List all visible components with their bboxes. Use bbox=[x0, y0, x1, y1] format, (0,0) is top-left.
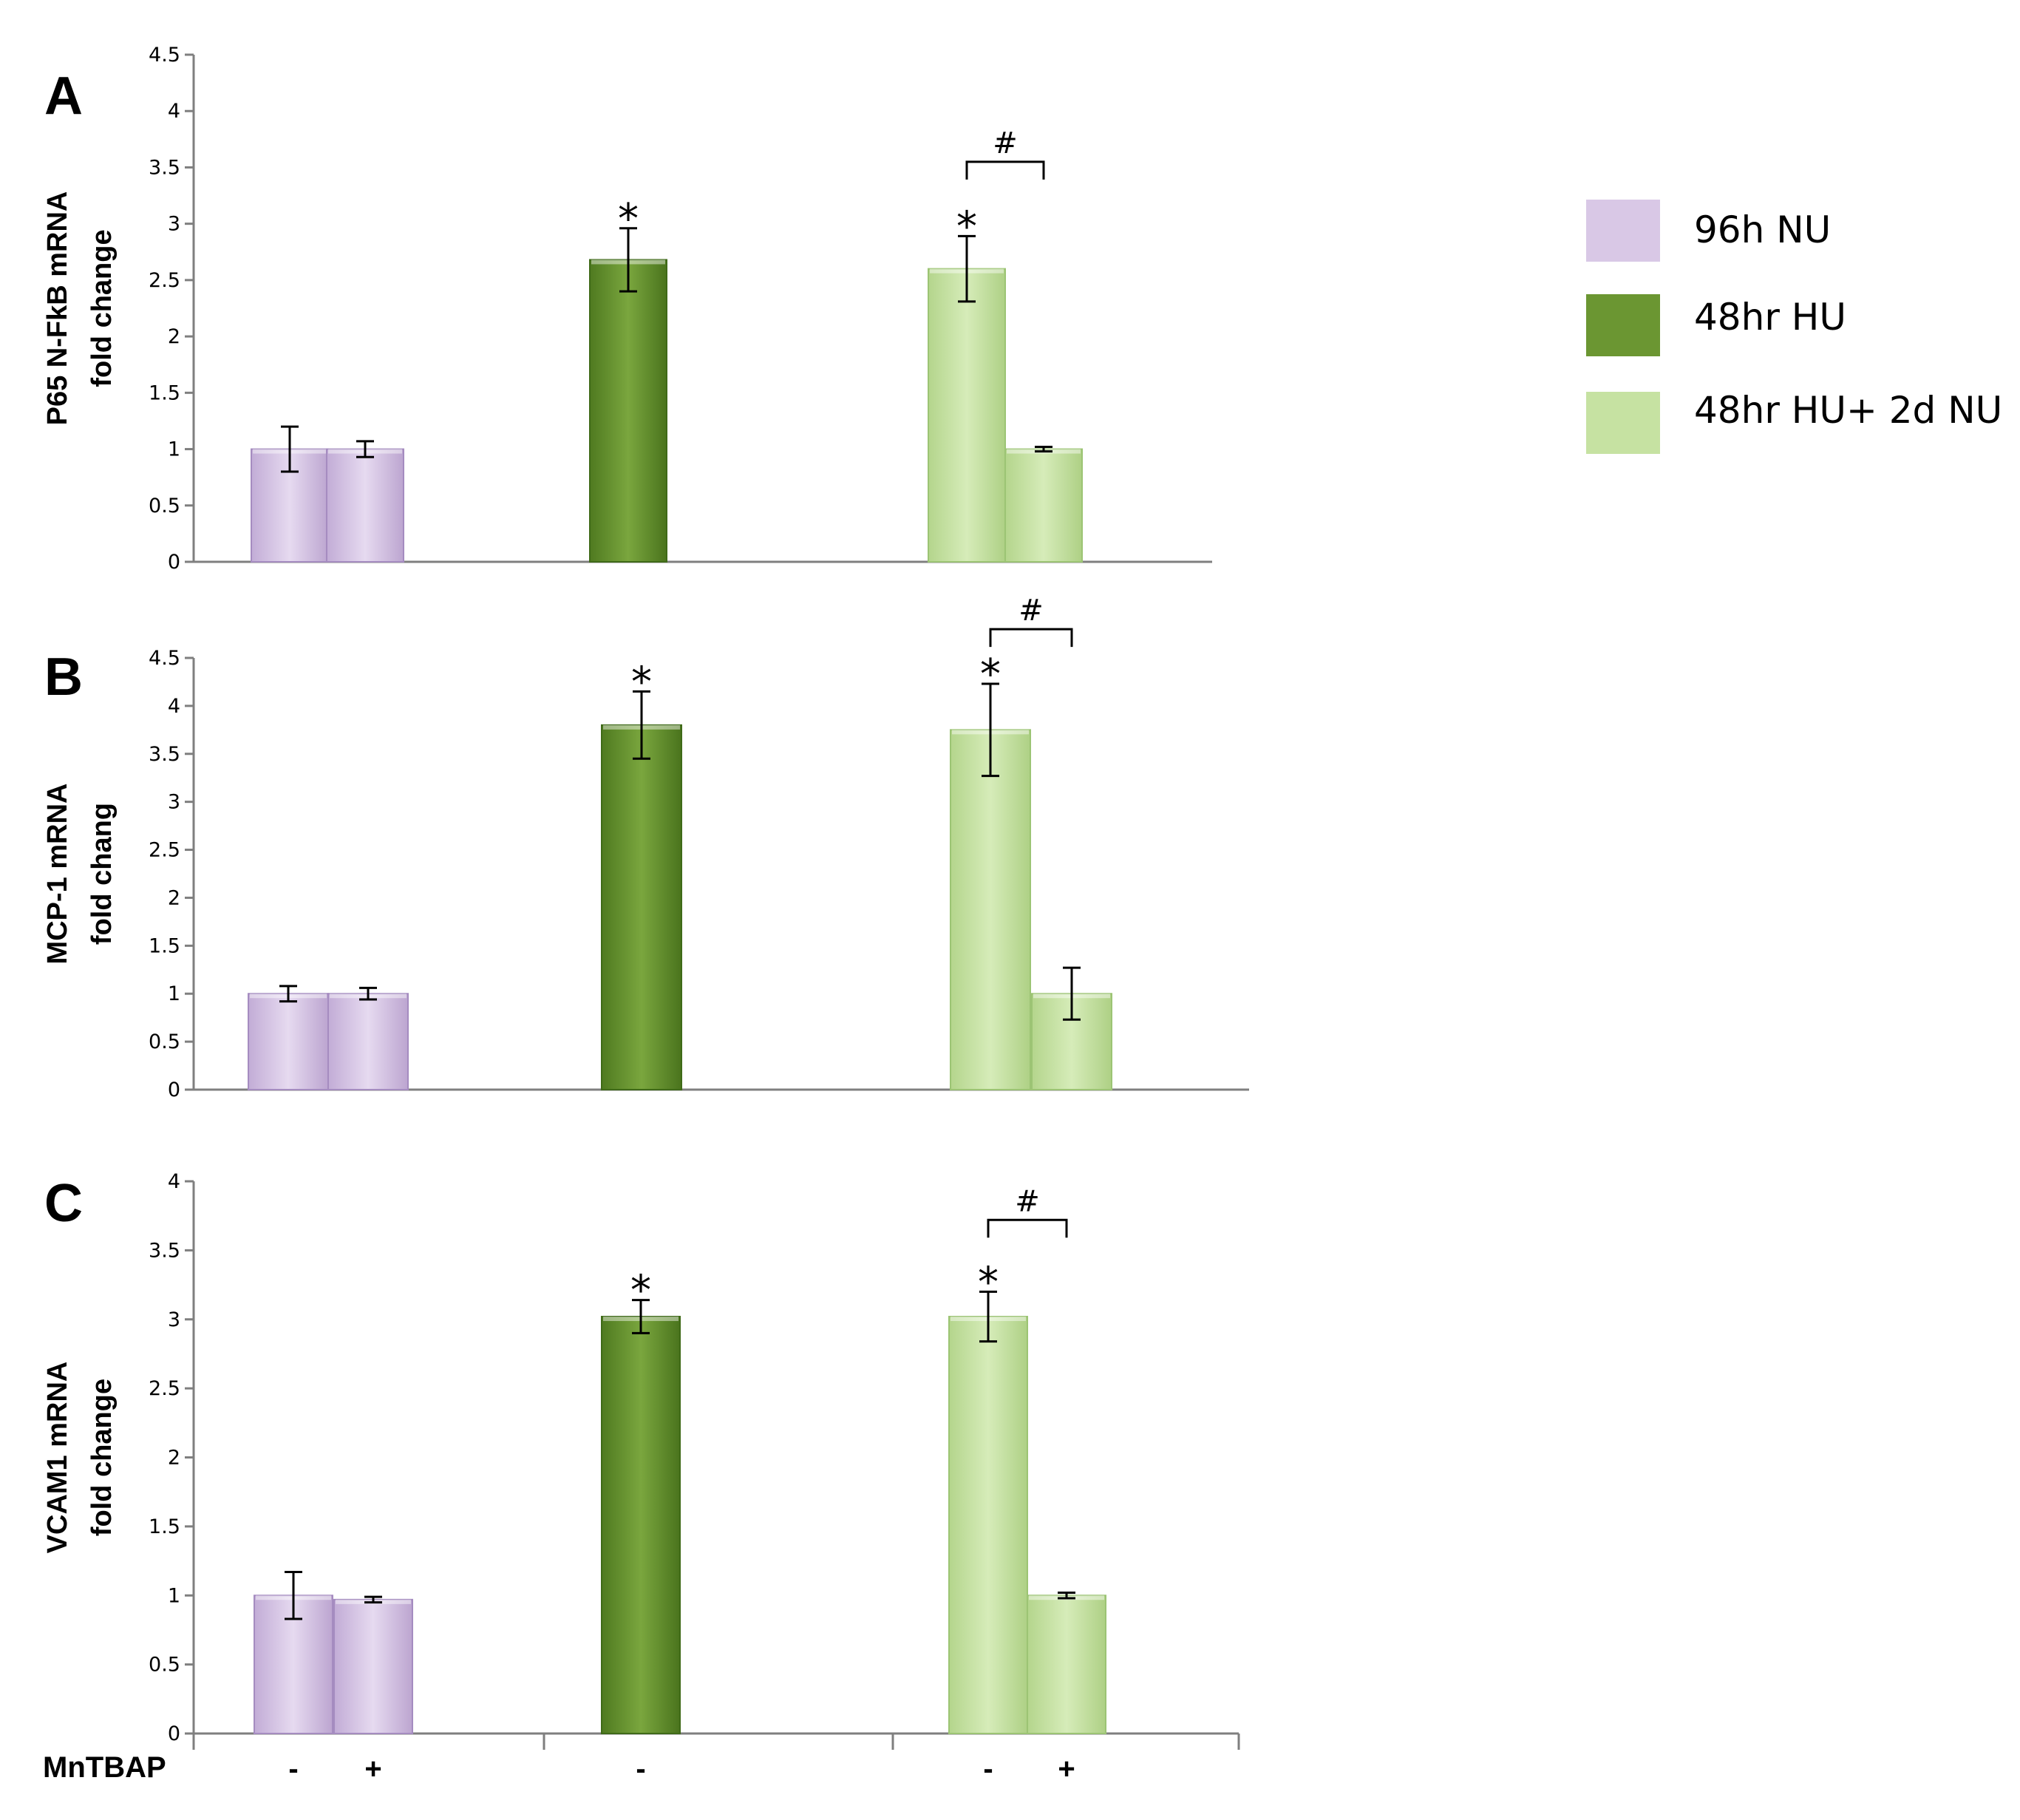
mntbap-tick-label: + bbox=[1058, 1753, 1075, 1785]
significance-hash: # bbox=[1018, 594, 1044, 628]
y-tick-label: 3.5 bbox=[149, 743, 180, 766]
y-tick-label: 1.5 bbox=[149, 1515, 180, 1538]
y-tick-label: 1 bbox=[168, 982, 180, 1005]
y-tick-label: 1.5 bbox=[149, 934, 180, 957]
bar bbox=[948, 1316, 1028, 1734]
y-tick-label: 3.5 bbox=[149, 156, 180, 179]
y-tick-label: 3 bbox=[168, 1308, 180, 1331]
significance-asterisk: * bbox=[631, 658, 652, 706]
bar bbox=[601, 724, 682, 1090]
panel-a: A P65 N-FkB mRNA fold change 0 0.5 1 1.5 2 2.5 3 3… bbox=[42, 44, 1212, 574]
y-tick-label: 0.5 bbox=[149, 1654, 180, 1677]
significance-asterisk: * bbox=[956, 203, 977, 251]
bar bbox=[601, 1316, 681, 1734]
y-tick-label: 4.5 bbox=[149, 44, 180, 67]
mntbap-tick-label: + bbox=[364, 1753, 381, 1785]
panel-c: C VCAM1 mRNA fold change 0 0.5 1 1.5 2 2.5 3 3.5 4 *… bbox=[42, 1170, 1240, 1750]
y-tick-label: 4.5 bbox=[149, 647, 180, 670]
y-tick-label: 0 bbox=[168, 551, 180, 574]
y-axis-title-line1: VCAM1 mRNA bbox=[42, 1362, 73, 1554]
y-tick-label: 4 bbox=[168, 100, 180, 123]
mntbap-row-label: MnTBAP bbox=[43, 1751, 166, 1784]
y-tick-label: 2.5 bbox=[149, 839, 180, 862]
legend-label-48hr-hu-2d-nu: 48hr HU+ 2d NU bbox=[1694, 389, 2002, 432]
y-tick-label: 3.5 bbox=[149, 1239, 180, 1262]
mntbap-x-axis-row: MnTBAP - + - - + bbox=[43, 1751, 1075, 1785]
mntbap-tick-label: - bbox=[288, 1753, 298, 1785]
significance-asterisk: * bbox=[630, 1267, 651, 1315]
bar bbox=[1004, 448, 1083, 563]
panel-label: B bbox=[44, 648, 83, 707]
legend-label-96h-nu: 96h NU bbox=[1694, 208, 1831, 251]
y-axis-title-line1: P65 N-FkB mRNA bbox=[42, 191, 73, 426]
y-tick-label: 0.5 bbox=[149, 1030, 180, 1053]
bar bbox=[248, 993, 329, 1090]
panel-label: C bbox=[44, 1174, 83, 1233]
comparison-bracket bbox=[989, 628, 1073, 648]
y-tick-label: 2 bbox=[168, 1447, 180, 1470]
y-tick-label: 1.5 bbox=[149, 381, 180, 404]
significance-hash: # bbox=[1015, 1184, 1040, 1218]
legend-swatch-48hr-hu-2d-nu bbox=[1586, 392, 1660, 454]
bar bbox=[928, 268, 1006, 563]
bar bbox=[333, 1598, 413, 1735]
bar bbox=[589, 259, 667, 563]
mntbap-tick-label: - bbox=[636, 1753, 645, 1785]
y-tick-label: 2 bbox=[168, 886, 180, 909]
bar bbox=[326, 448, 404, 563]
comparison-bracket bbox=[987, 1218, 1068, 1238]
y-axis-title-line2: fold chang bbox=[86, 803, 118, 945]
y-tick-label: 2 bbox=[168, 325, 180, 348]
comparison-bracket bbox=[965, 160, 1045, 180]
y-axis-title-line2: fold change bbox=[86, 229, 118, 387]
y-tick-label: 2.5 bbox=[149, 269, 180, 292]
y-tick-label: 1 bbox=[168, 1584, 180, 1607]
legend-label-48hr-hu: 48hr HU bbox=[1694, 296, 1846, 339]
bar bbox=[950, 729, 1031, 1090]
legend-swatch-48hr-hu bbox=[1586, 294, 1660, 356]
bar bbox=[1027, 1595, 1106, 1734]
legend-swatch-96h-nu bbox=[1586, 200, 1660, 262]
y-axis-title-line2: fold change bbox=[86, 1379, 118, 1536]
y-tick-label: 4 bbox=[168, 695, 180, 718]
y-tick-label: 0 bbox=[168, 1079, 180, 1101]
panel-label: A bbox=[44, 67, 83, 126]
y-tick-label: 4 bbox=[168, 1170, 180, 1193]
y-tick-label: 3 bbox=[168, 213, 180, 236]
mntbap-tick-label: - bbox=[983, 1753, 993, 1785]
panel-b: B MCP-1 mRNA fold chang 0 0.5 1 1.5 2 2.5 3 3.5 4 4.… bbox=[42, 594, 1249, 1101]
y-tick-label: 0 bbox=[168, 1722, 180, 1745]
y-tick-label: 2.5 bbox=[149, 1377, 180, 1400]
y-tick-label: 1 bbox=[168, 438, 180, 461]
y-tick-label: 0.5 bbox=[149, 495, 180, 517]
significance-asterisk: * bbox=[618, 195, 639, 243]
y-axis-title-line1: MCP-1 mRNA bbox=[42, 784, 73, 965]
legend: 96h NU 48hr HU 48hr HU+ 2d NU bbox=[1586, 200, 2002, 454]
bar bbox=[327, 993, 409, 1090]
y-tick-label: 3 bbox=[168, 791, 180, 814]
significance-asterisk: * bbox=[978, 1258, 999, 1306]
significance-asterisk: * bbox=[980, 651, 1001, 699]
significance-hash: # bbox=[993, 126, 1018, 160]
